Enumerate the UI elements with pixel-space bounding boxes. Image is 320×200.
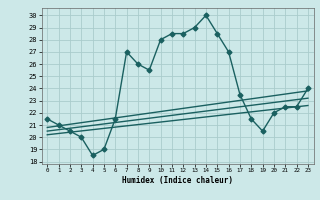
X-axis label: Humidex (Indice chaleur): Humidex (Indice chaleur) (122, 176, 233, 185)
